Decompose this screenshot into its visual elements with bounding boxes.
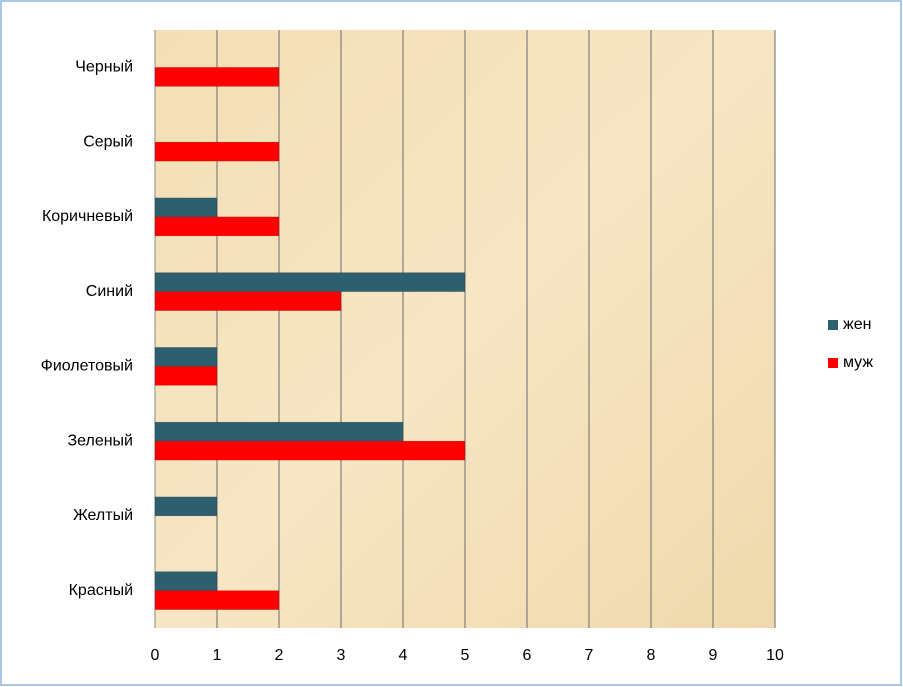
bar <box>154 440 466 461</box>
bar <box>154 421 404 442</box>
bar <box>154 571 218 591</box>
y-tick-label: Красный <box>69 582 133 599</box>
y-tick-label: Серый <box>83 133 133 150</box>
x-tick-label: 3 <box>337 647 346 664</box>
bar <box>154 272 466 292</box>
bar <box>154 366 218 386</box>
x-tick-label: 6 <box>523 647 532 664</box>
bar <box>154 291 342 311</box>
y-tick-label: Зеленый <box>67 432 133 449</box>
x-tick-label: 2 <box>275 647 284 664</box>
y-tick-label: Фиолетовый <box>41 358 133 375</box>
y-tick-label: Синий <box>86 283 133 300</box>
x-tick-label: 9 <box>709 647 718 664</box>
legend-label: жен <box>843 316 871 333</box>
legend-label: муж <box>843 354 873 371</box>
bar <box>154 216 280 237</box>
x-tick-label: 4 <box>399 647 408 664</box>
bar <box>154 67 280 87</box>
y-tick-label: Коричневый <box>42 208 133 225</box>
legend-swatch <box>828 320 838 330</box>
x-tick-label: 7 <box>585 647 594 664</box>
bar <box>154 197 218 218</box>
legend-swatch <box>828 358 838 368</box>
x-tick-label: 8 <box>647 647 656 664</box>
x-tick-label: 0 <box>151 647 160 664</box>
bar <box>154 347 218 367</box>
bar <box>154 590 280 610</box>
x-tick-label: 10 <box>766 647 784 664</box>
y-tick-label: Черный <box>75 59 133 76</box>
x-tick-label: 5 <box>461 647 470 664</box>
x-tick-label: 1 <box>213 647 222 664</box>
y-tick-label: Желтый <box>73 507 133 524</box>
bar <box>154 141 280 162</box>
bar <box>154 496 218 517</box>
